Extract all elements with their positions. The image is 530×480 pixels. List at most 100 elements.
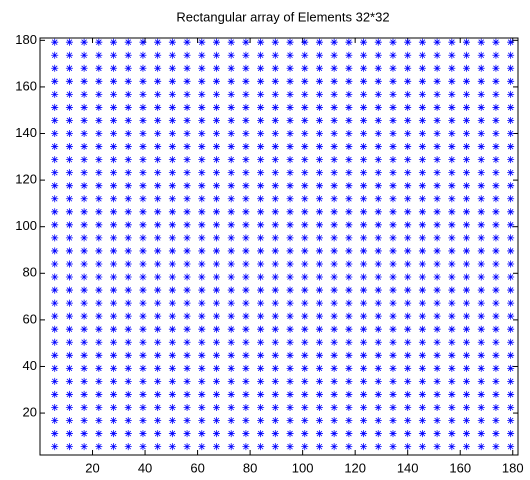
point [154,234,162,242]
point [212,156,220,164]
point [110,403,118,411]
y-tick-label: 60 [23,311,37,326]
point [374,403,382,411]
point [507,130,515,138]
point [418,116,426,124]
point [242,169,250,177]
point [51,364,59,372]
point [51,312,59,320]
point [271,260,279,268]
point [463,403,471,411]
point [154,116,162,124]
point [242,38,250,46]
point [227,90,235,98]
point [124,182,132,190]
point [271,234,279,242]
point [168,299,176,307]
point [242,103,250,111]
point [257,403,265,411]
point [65,90,73,98]
point [271,325,279,333]
point [257,182,265,190]
point [168,430,176,438]
point [286,182,294,190]
point [433,156,441,164]
point [168,390,176,398]
point [198,325,206,333]
point [257,299,265,307]
point [242,90,250,98]
point [257,77,265,85]
point [95,143,103,151]
point [389,312,397,320]
point [418,221,426,229]
point [227,338,235,346]
point [139,390,147,398]
point [301,299,309,307]
point [404,156,412,164]
point [110,182,118,190]
point [183,377,191,385]
point [168,351,176,359]
point [110,64,118,72]
point [301,417,309,425]
point [271,182,279,190]
point [477,247,485,255]
point [227,38,235,46]
point [110,143,118,151]
point [139,260,147,268]
y-tick-label: 100 [15,218,37,233]
point [154,195,162,203]
point [212,143,220,151]
point [315,377,323,385]
point [110,90,118,98]
point [286,247,294,255]
point [492,221,500,229]
point [374,169,382,177]
point [124,156,132,164]
point [80,403,88,411]
point [257,286,265,294]
point [257,38,265,46]
point [418,430,426,438]
point [198,377,206,385]
point [433,286,441,294]
point [65,182,73,190]
point [80,38,88,46]
point [360,299,368,307]
point [124,273,132,281]
point [360,221,368,229]
point [242,143,250,151]
point [389,143,397,151]
point [477,325,485,333]
point [95,208,103,216]
point [477,273,485,281]
point [198,403,206,411]
point [124,77,132,85]
point [448,64,456,72]
point [301,143,309,151]
point [257,443,265,451]
point [389,273,397,281]
point [433,234,441,242]
point [212,169,220,177]
point [315,234,323,242]
point [198,286,206,294]
point [360,90,368,98]
point [389,364,397,372]
point [301,77,309,85]
point [198,64,206,72]
point [271,143,279,151]
point [345,116,353,124]
point [271,273,279,281]
point [433,77,441,85]
point [345,156,353,164]
point [463,417,471,425]
point [463,169,471,177]
point [198,221,206,229]
point [463,260,471,268]
point [124,417,132,425]
point [389,169,397,177]
y-tick-label: 40 [23,358,37,373]
point [301,338,309,346]
